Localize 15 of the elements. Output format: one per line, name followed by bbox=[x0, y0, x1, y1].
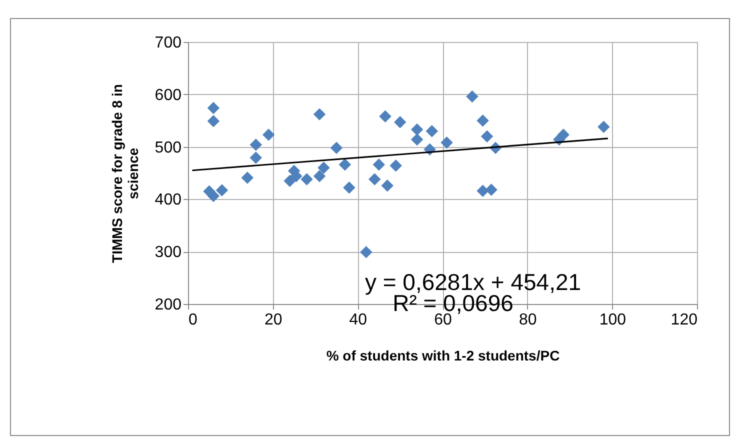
annotation: y = 0,6281x + 454,21 bbox=[364, 269, 582, 295]
y-tick-label: 600 bbox=[154, 86, 182, 104]
y-tick-label: 200 bbox=[154, 296, 182, 314]
x-tick-label: 80 bbox=[518, 312, 537, 328]
x-tick-label: 0 bbox=[188, 312, 198, 328]
x-tick-label: 40 bbox=[349, 312, 368, 328]
y-axis-title: TIMMS score for grade 8 in science bbox=[108, 84, 141, 263]
x-tick-label: 120 bbox=[670, 312, 698, 328]
x-tick-label: 20 bbox=[264, 312, 282, 328]
y-tick-label: 500 bbox=[154, 139, 182, 156]
y-tick-label: 400 bbox=[154, 192, 182, 209]
y-tick-label: 300 bbox=[154, 244, 182, 262]
x-axis-title: % of students with 1-2 students/PC bbox=[326, 348, 560, 364]
y-tick-label: 700 bbox=[154, 34, 182, 52]
x-tick-label: 100 bbox=[599, 312, 626, 328]
